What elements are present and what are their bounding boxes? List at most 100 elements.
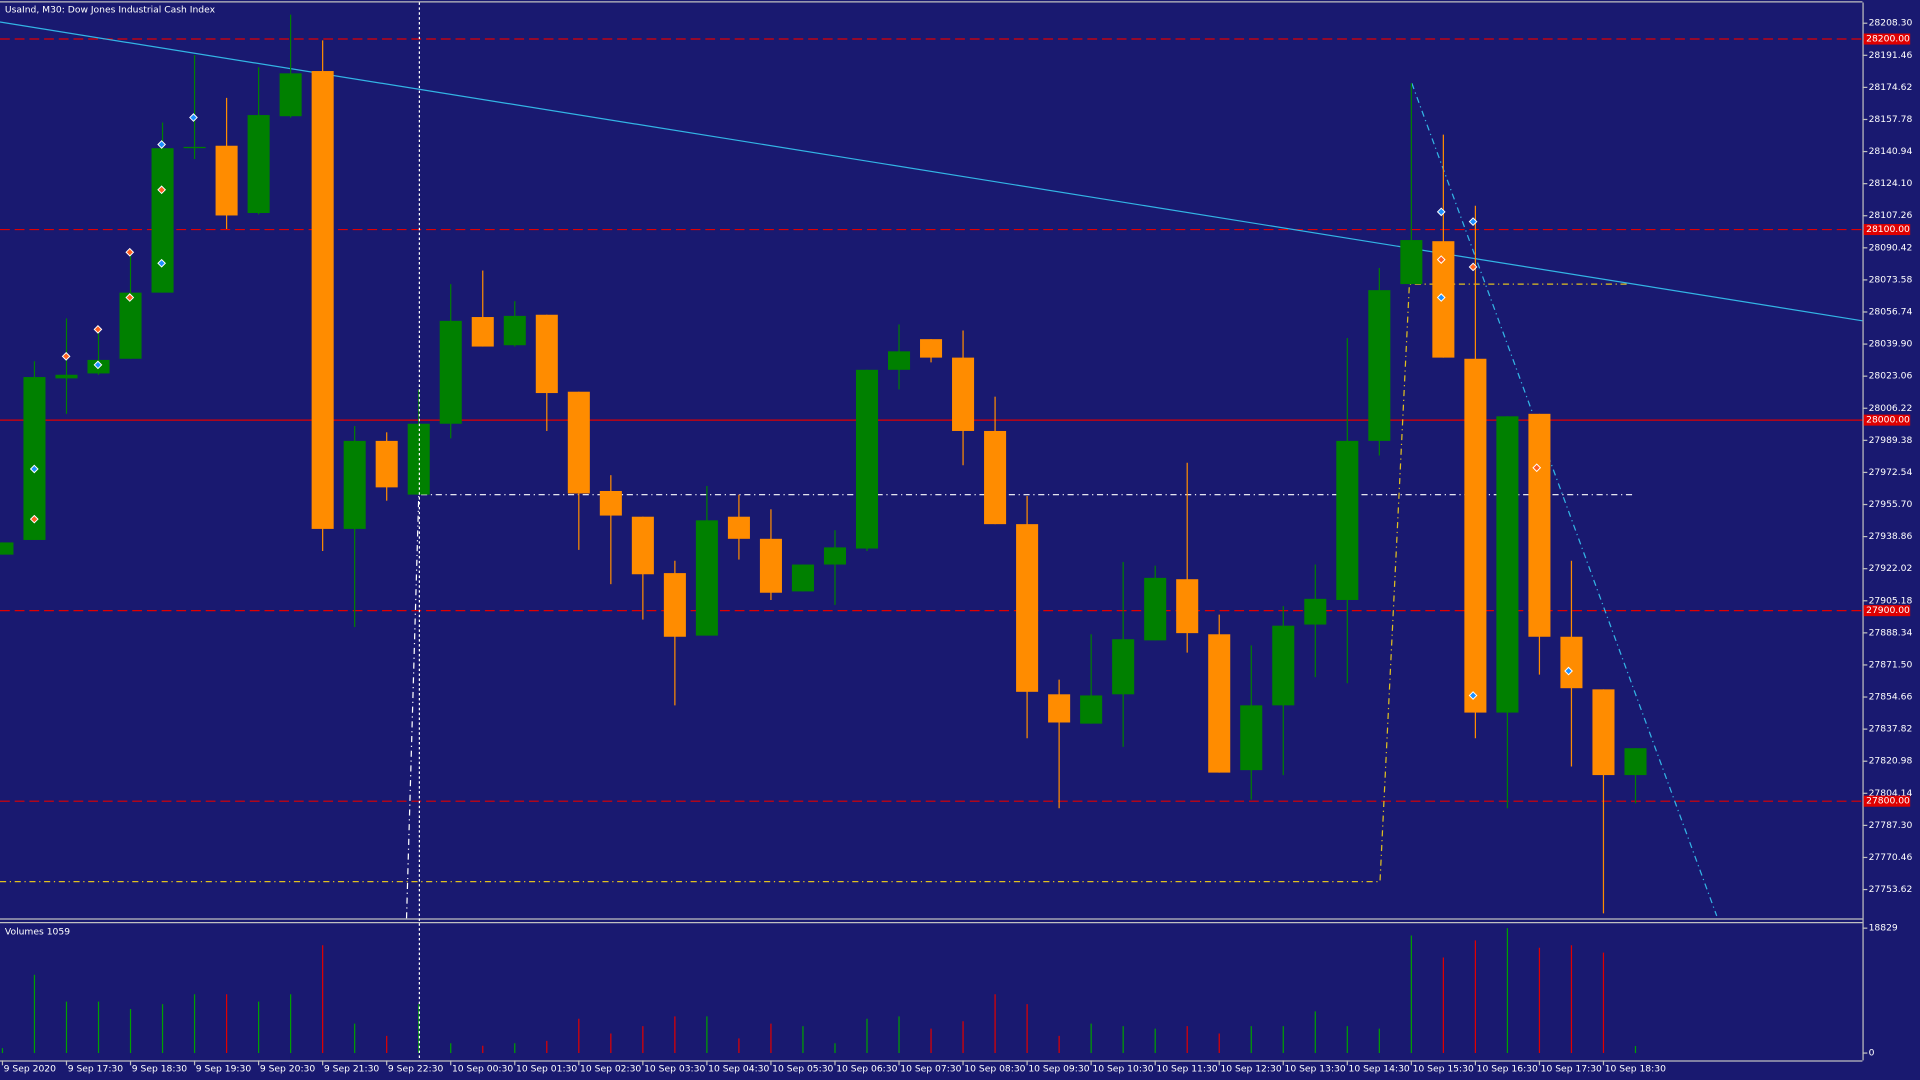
fib-line	[405, 494, 1635, 919]
candle-body	[1304, 598, 1327, 625]
marker	[1436, 293, 1446, 302]
marker	[61, 351, 71, 361]
y-tick-label: 28140.94	[1869, 146, 1913, 157]
candle-body	[1368, 290, 1391, 441]
candle-body	[183, 146, 206, 149]
candle-body	[1528, 413, 1551, 637]
x-tick-label: 10 Sep 03:30	[644, 1063, 705, 1074]
candle-body	[279, 73, 302, 117]
level-label: 28200.00	[1866, 34, 1910, 45]
marker	[1532, 463, 1542, 473]
x-tick-label: 10 Sep 06:30	[836, 1063, 897, 1074]
candle-body	[1560, 636, 1583, 689]
chart-title: UsaInd, M30: Dow Jones Industrial Cash I…	[5, 4, 216, 15]
signal-markers	[29, 113, 1573, 700]
y-tick-label: 28191.46	[1869, 50, 1913, 61]
level-label-bg	[1863, 795, 1911, 807]
marker	[29, 514, 39, 524]
y-tick-label: 27854.66	[1869, 692, 1913, 703]
marker	[93, 360, 103, 370]
candle-body	[1240, 705, 1263, 771]
marker	[157, 185, 166, 195]
y-tick-label: 28023.06	[1869, 371, 1913, 382]
candle-body	[695, 520, 718, 636]
candle-body	[1272, 625, 1295, 706]
y-tick-label: 27871.50	[1869, 659, 1913, 670]
y-tick-label: 27837.82	[1869, 724, 1913, 735]
candle-body	[311, 71, 334, 529]
candle-body	[375, 440, 398, 488]
candle-body	[407, 423, 430, 495]
y-tick-label: 28174.62	[1869, 82, 1913, 93]
candle-body	[1080, 695, 1103, 724]
candle-body	[1592, 689, 1615, 776]
y-tick-label: 27753.62	[1869, 884, 1913, 895]
y-tick-label: 0	[1869, 1048, 1875, 1059]
x-tick-label: 9 Sep 20:30	[260, 1063, 316, 1074]
level-label-bg	[1863, 224, 1911, 236]
x-tick-label: 10 Sep 16:30	[1477, 1063, 1538, 1074]
level-label: 28100.00	[1866, 224, 1910, 235]
y-tick-label: 27938.86	[1869, 531, 1913, 542]
marker	[1564, 666, 1573, 676]
candle-body	[1176, 579, 1199, 634]
y-tick-label: 18829	[1869, 923, 1898, 934]
levels	[0, 38, 1863, 802]
x-tick-label: 10 Sep 05:30	[772, 1063, 833, 1074]
y-tick-label: 27905.18	[1869, 595, 1913, 606]
x-tick-label: 9 Sep 17:30	[68, 1063, 124, 1074]
y-tick-label: 28208.30	[1869, 18, 1913, 29]
x-tick-label: 9 Sep 19:30	[196, 1063, 252, 1074]
marker	[125, 293, 135, 302]
trend-line	[1411, 83, 1718, 917]
candle-body	[567, 391, 590, 494]
y-tick-label: 27770.46	[1869, 852, 1913, 863]
y-tick-label: 28157.78	[1869, 114, 1913, 125]
candle-body	[55, 374, 78, 379]
candle-body	[1112, 639, 1135, 695]
candle-body	[1016, 524, 1039, 692]
x-tick-label: 10 Sep 15:30	[1413, 1063, 1474, 1074]
candle-body	[791, 564, 814, 592]
y-tick-label: 27922.02	[1869, 563, 1913, 574]
y-tick-label: 27787.30	[1869, 820, 1913, 831]
drawings	[0, 21, 1863, 919]
y-tick-label: 28073.58	[1869, 274, 1913, 285]
candle-body	[984, 430, 1007, 525]
y-tick-label: 27972.54	[1869, 467, 1913, 478]
candle-body	[727, 516, 750, 539]
candle-body	[1208, 634, 1231, 773]
x-tick-label: 10 Sep 09:30	[1028, 1063, 1089, 1074]
x-tick-label: 10 Sep 10:30	[1092, 1063, 1153, 1074]
candle-body	[1464, 358, 1487, 713]
level-label-bg	[1863, 414, 1911, 426]
x-tick-label: 10 Sep 08:30	[964, 1063, 1025, 1074]
y-tick-label: 27888.34	[1869, 627, 1913, 638]
x-tick-label: 10 Sep 07:30	[900, 1063, 961, 1074]
level-label: 27800.00	[1866, 796, 1910, 807]
candle-body	[663, 573, 686, 637]
x-tick-label: 10 Sep 12:30	[1220, 1063, 1281, 1074]
y-tick-label: 27820.98	[1869, 756, 1913, 767]
y-tick-label: 27804.14	[1869, 788, 1913, 799]
candle-body	[823, 547, 846, 565]
marker	[29, 464, 39, 474]
candle-body	[343, 440, 366, 529]
y-tick-label: 28090.42	[1869, 242, 1913, 253]
x-tick-label: 9 Sep 18:30	[132, 1063, 188, 1074]
y-tick-label: 28107.26	[1869, 210, 1913, 221]
candle-body	[503, 315, 526, 346]
candle-body	[952, 357, 975, 431]
candle-body	[471, 317, 494, 347]
marker	[1436, 207, 1446, 217]
level-label: 28000.00	[1866, 415, 1910, 426]
candle-body	[759, 538, 782, 593]
level-label-bg	[1863, 33, 1911, 45]
y-tick-label: 27955.70	[1869, 499, 1913, 510]
x-tick-label: 9 Sep 2020	[4, 1063, 56, 1074]
x-tick-label: 10 Sep 14:30	[1349, 1063, 1410, 1074]
trend-line	[0, 21, 1863, 322]
